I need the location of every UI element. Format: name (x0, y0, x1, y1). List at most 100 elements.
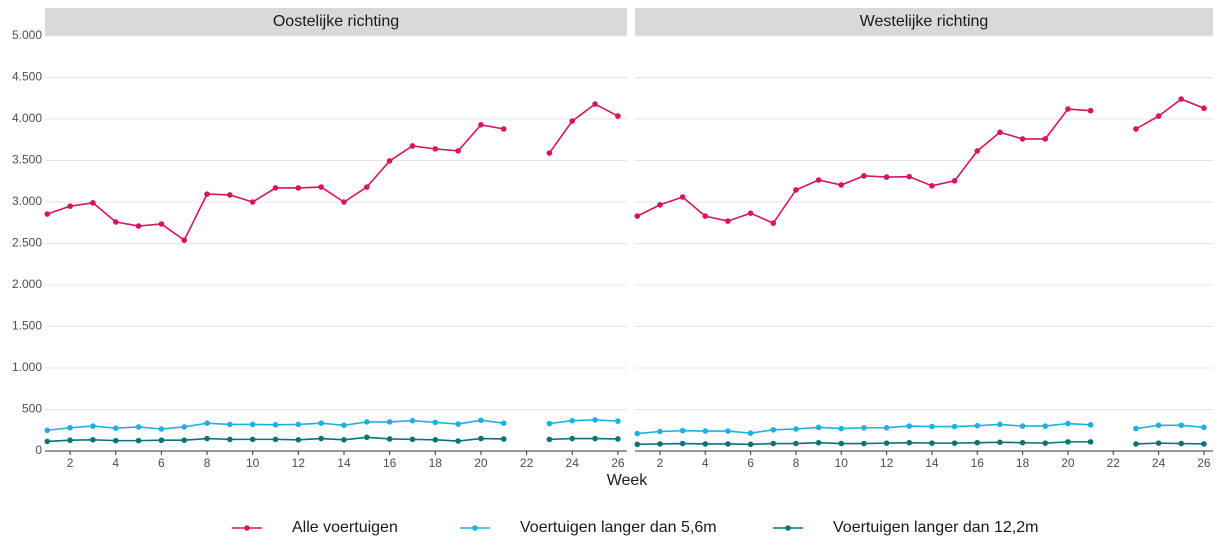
data-point (793, 187, 799, 193)
x-tick-label: 26 (611, 456, 625, 470)
data-point (432, 146, 439, 152)
y-tick-label: 1.000 (12, 360, 42, 374)
data-point (951, 423, 958, 430)
y-tick-label: 0 (35, 443, 42, 457)
x-tick-label: 6 (158, 456, 165, 470)
data-point (181, 237, 188, 243)
data-point (1019, 439, 1026, 446)
data-point (657, 428, 663, 435)
data-point (634, 441, 641, 448)
series-line (637, 441, 1204, 446)
data-point (112, 219, 119, 225)
data-point (1178, 440, 1185, 447)
data-point (181, 437, 188, 444)
data-point (906, 423, 913, 429)
data-point (770, 440, 777, 447)
data-point (615, 436, 621, 442)
data-point (44, 427, 51, 434)
data-point (478, 122, 484, 128)
data-point (158, 437, 165, 444)
data-point (702, 428, 709, 434)
x-axis-title: Week (607, 472, 649, 489)
data-point (569, 435, 576, 442)
data-point (1155, 422, 1162, 429)
data-point (432, 436, 439, 443)
data-point (386, 436, 393, 442)
data-point (1155, 440, 1162, 446)
x-tick-label: 20 (1061, 456, 1075, 470)
data-point (1178, 96, 1185, 102)
x-tick-label: 18 (1016, 456, 1030, 470)
data-point (1087, 439, 1094, 445)
data-point (1133, 425, 1139, 432)
x-tick-label: 18 (429, 456, 443, 470)
data-point (1133, 441, 1139, 447)
data-point (500, 436, 507, 442)
data-point (815, 424, 822, 431)
data-point (112, 437, 119, 444)
x-tick-label: 14 (337, 456, 351, 470)
data-point (546, 420, 553, 427)
data-point (249, 199, 256, 205)
data-point (1201, 105, 1207, 112)
data-point (861, 440, 867, 447)
data-point (1019, 136, 1026, 142)
data-point (135, 424, 142, 430)
data-point (318, 184, 324, 190)
x-tick-label: 24 (566, 456, 580, 470)
data-point (838, 425, 845, 432)
data-point (295, 185, 302, 191)
data-point (1042, 423, 1049, 429)
data-point (318, 435, 324, 442)
data-point (409, 436, 416, 443)
data-point (906, 439, 913, 446)
data-point (44, 438, 51, 445)
data-point (615, 113, 621, 119)
data-point (569, 417, 576, 424)
data-point (592, 101, 598, 107)
data-point (951, 178, 958, 184)
data-point (249, 421, 256, 428)
data-point (997, 421, 1003, 428)
data-point (67, 437, 73, 444)
data-point (1155, 113, 1162, 119)
data-point (815, 439, 822, 446)
data-point (364, 419, 370, 425)
data-point (500, 126, 507, 132)
data-point (1178, 422, 1185, 429)
data-point (725, 441, 731, 447)
y-tick-label: 3.500 (12, 153, 42, 167)
data-point (883, 440, 890, 446)
data-point (158, 426, 165, 432)
x-tick-label: 4 (112, 456, 119, 470)
y-tick-label: 1.500 (12, 319, 42, 333)
data-point (318, 420, 324, 426)
legend-key-point (472, 525, 478, 531)
data-point (272, 436, 279, 443)
data-point (1065, 439, 1071, 445)
data-point (409, 417, 416, 424)
x-tick-label: 20 (474, 456, 488, 470)
y-tick-label: 3.000 (12, 194, 42, 208)
data-point (455, 148, 461, 154)
data-point (1133, 126, 1139, 132)
data-point (67, 203, 73, 209)
data-point (295, 436, 302, 443)
series-line (637, 422, 1205, 435)
data-point (838, 440, 845, 447)
data-point (295, 421, 302, 428)
facet-title: Oostelijke richting (273, 13, 399, 30)
data-point (409, 143, 416, 149)
data-point (90, 200, 96, 206)
data-point (747, 210, 754, 217)
y-tick-label: 4.500 (12, 70, 42, 84)
data-point (657, 441, 663, 447)
data-point (793, 440, 799, 447)
series-line (47, 419, 618, 432)
data-point (702, 213, 709, 219)
data-point (815, 177, 822, 183)
data-point (1087, 107, 1094, 114)
data-point (929, 183, 935, 189)
